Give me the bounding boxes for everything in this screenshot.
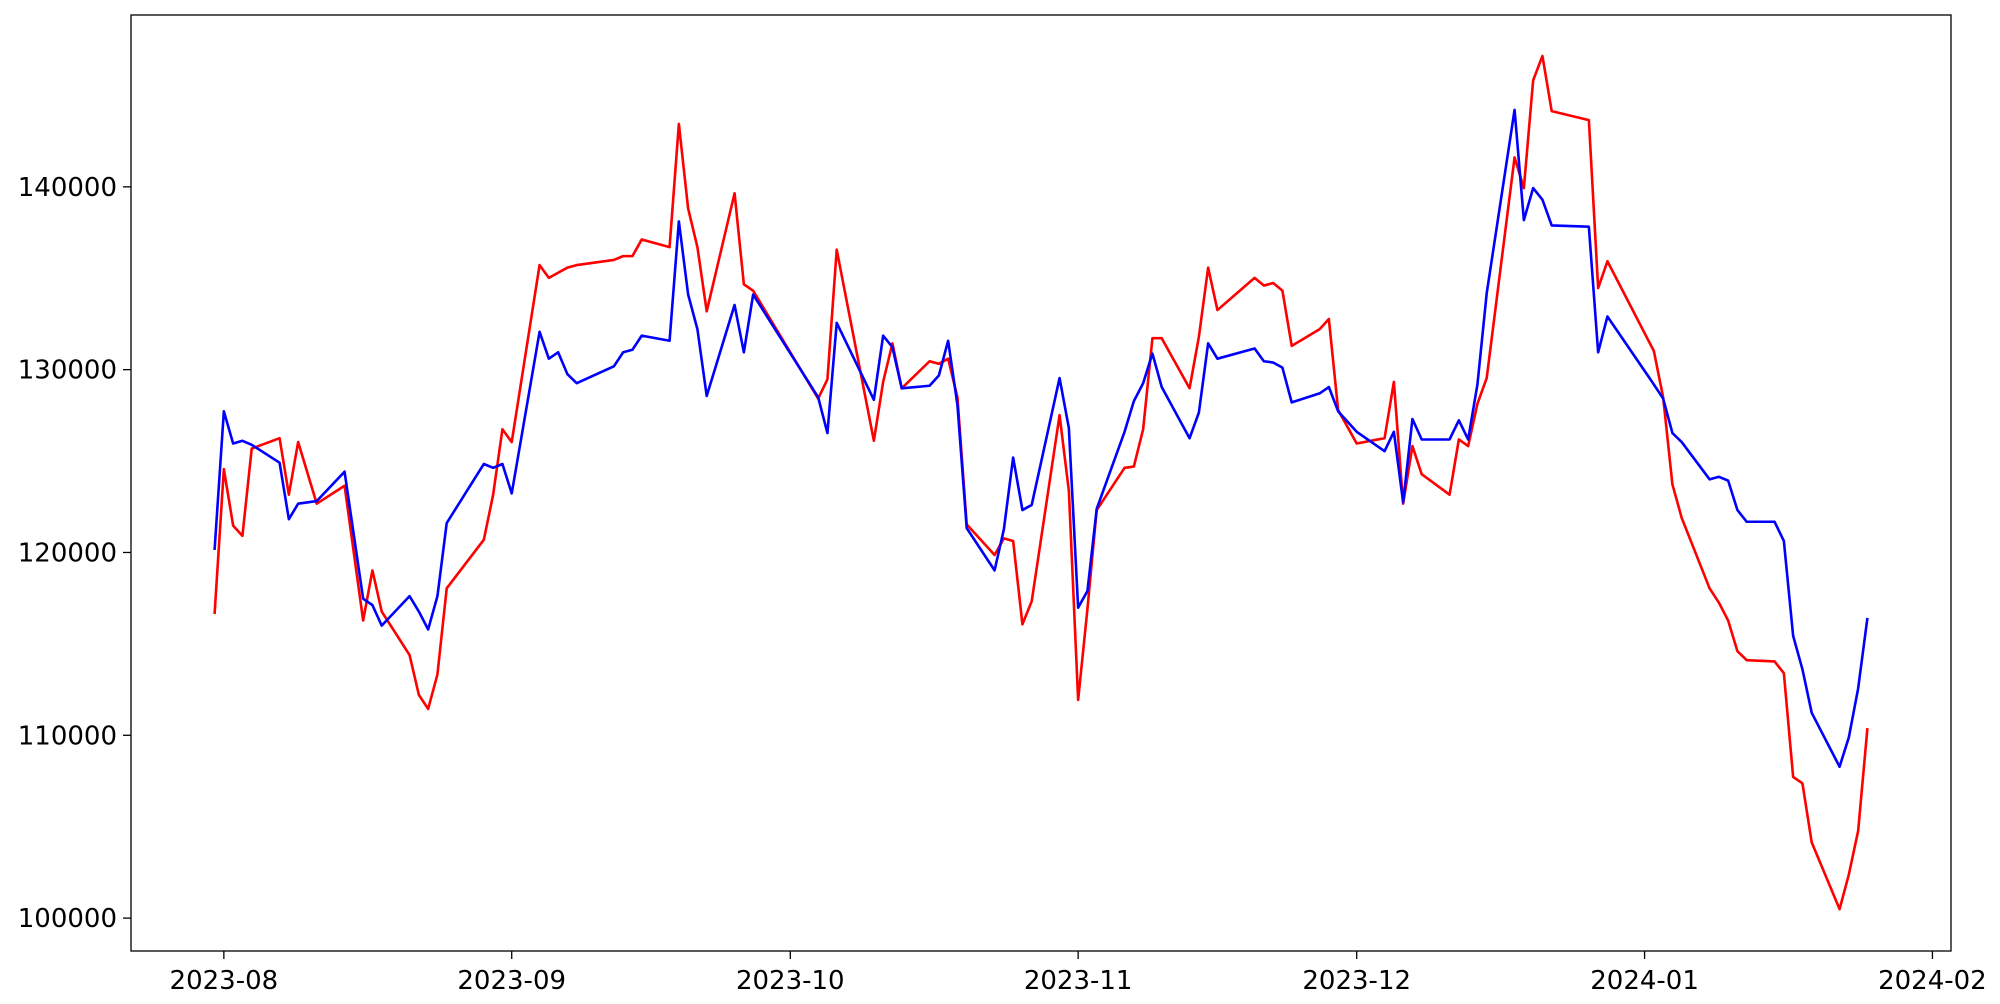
x-tick-label: 2024-02	[1878, 966, 1987, 996]
y-tick-label: 120000	[18, 538, 117, 568]
x-tick-label: 2024-01	[1590, 966, 1699, 996]
series-line	[213, 54, 1869, 911]
y-tick-label: 100000	[18, 904, 117, 934]
x-tick-label: 2023-11	[1024, 966, 1133, 996]
plot-frame	[130, 14, 1952, 952]
y-tick-label: 130000	[18, 356, 117, 386]
y-tick-label: 110000	[18, 721, 117, 751]
y-tick-label: 140000	[18, 173, 117, 203]
x-tick-label: 2023-09	[457, 966, 566, 996]
x-tick-label: 2023-10	[736, 966, 845, 996]
x-tick-label: 2023-12	[1302, 966, 1411, 996]
series-line	[213, 108, 1869, 769]
x-tick-label: 2023-08	[170, 966, 279, 996]
